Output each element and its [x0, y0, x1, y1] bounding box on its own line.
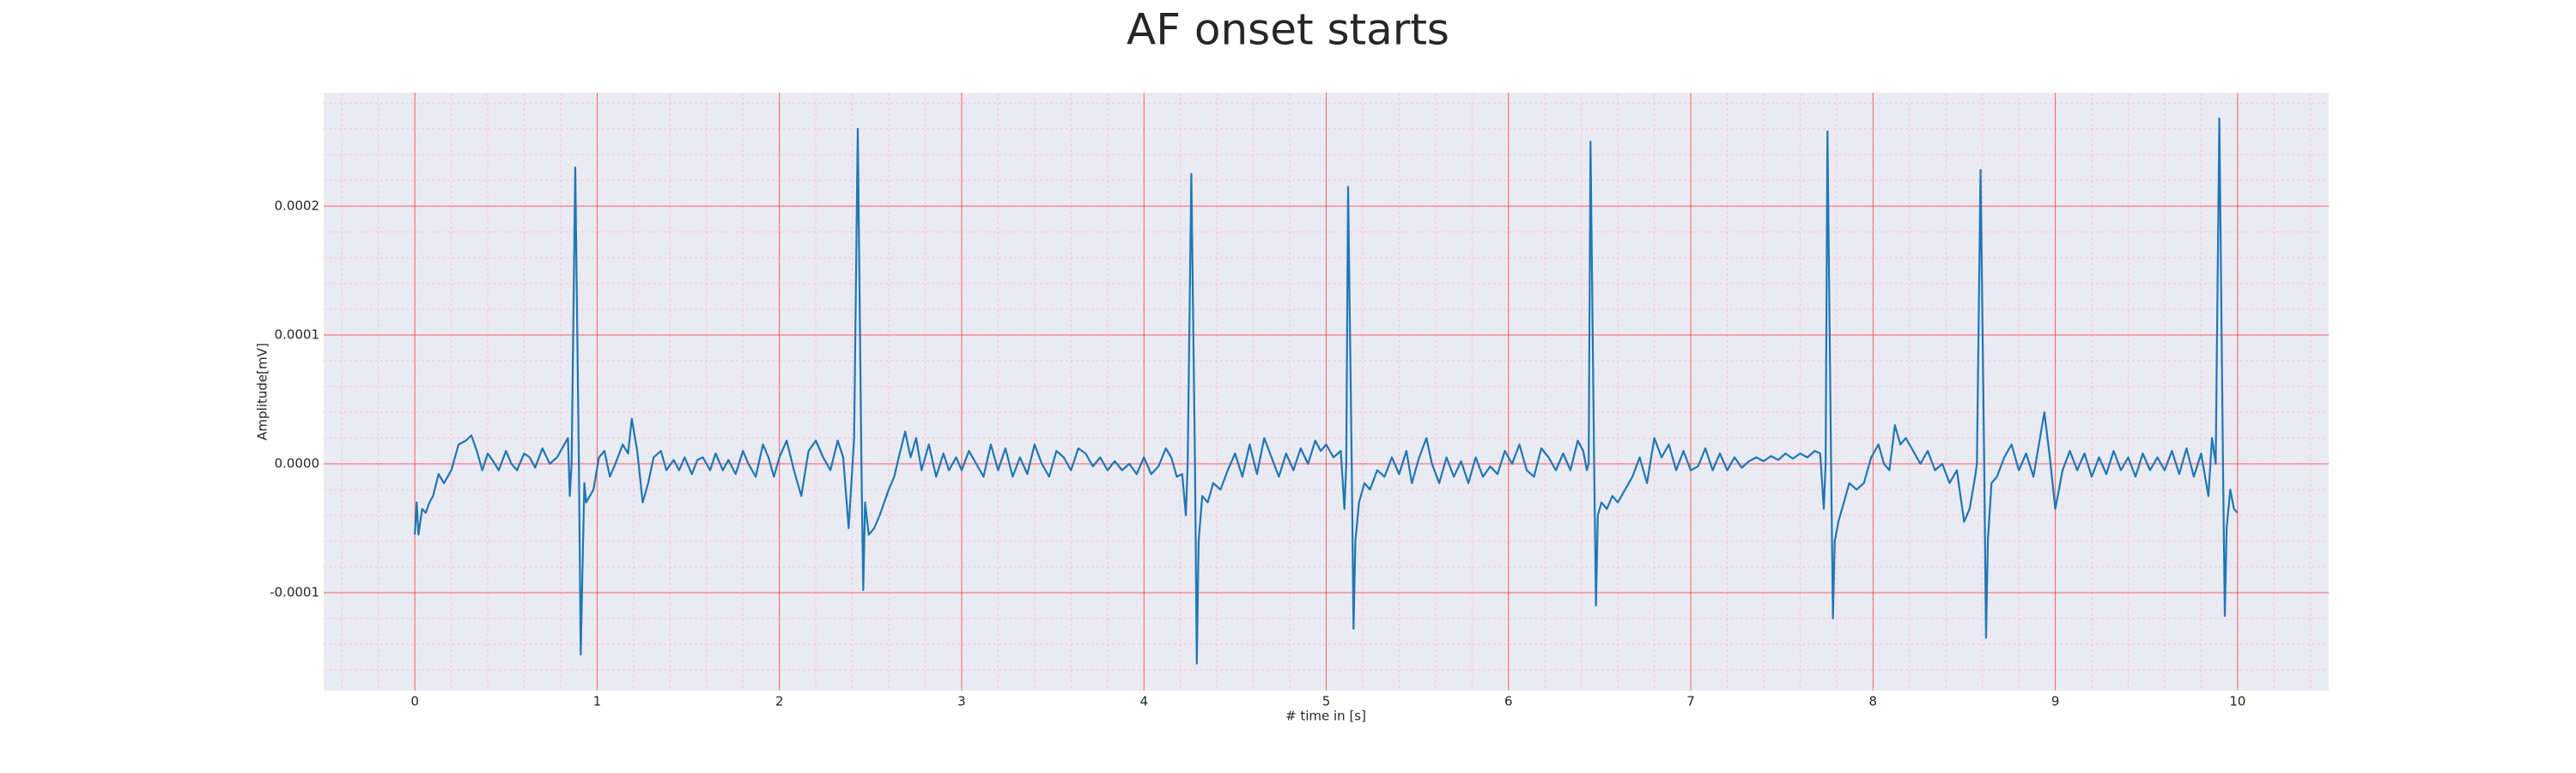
x-tick-label: 2	[775, 694, 784, 709]
x-tick-label: 3	[957, 694, 966, 709]
x-tick-label: 8	[1869, 694, 1878, 709]
x-tick-label: 10	[2229, 694, 2245, 709]
x-tick-label: 7	[1686, 694, 1695, 709]
x-tick-label: 4	[1139, 694, 1148, 709]
ecg-line	[414, 117, 2239, 665]
chart-title: AF onset starts	[1127, 5, 1449, 55]
x-tick-label: 5	[1322, 694, 1331, 709]
y-tick-label: 0.0002	[275, 198, 320, 214]
x-tick-label: 9	[2051, 694, 2060, 709]
y-tick-label: 0.0000	[275, 456, 320, 472]
x-tick-label: 0	[410, 694, 419, 709]
y-tick-label: -0.0001	[270, 585, 319, 600]
y-tick-label: 0.0001	[275, 327, 320, 343]
x-tick-label: 1	[593, 694, 602, 709]
y-axis-label: Amplitude[mV]	[255, 343, 270, 440]
major-grid	[324, 93, 2329, 691]
x-axis-label: # time in [s]	[1285, 709, 1366, 724]
x-tick-label: 6	[1504, 694, 1513, 709]
